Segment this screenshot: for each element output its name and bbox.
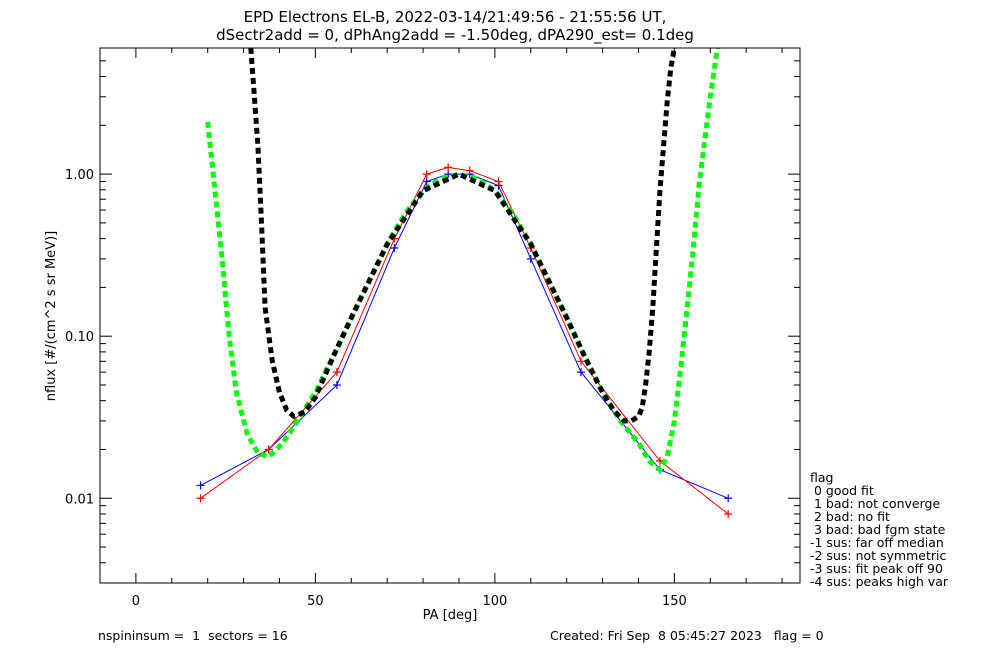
legend-title: flag (810, 470, 833, 485)
axis-layer: 0 50 100 150 0.01 0.10 1.00 (65, 47, 800, 609)
chart-title: EPD Electrons EL-B, 2022-03-14/21:49:56 … (244, 8, 667, 26)
data-point (332, 368, 341, 377)
data-point (332, 380, 341, 389)
data-point (465, 166, 474, 175)
data-point (577, 368, 586, 377)
legend-entry: 2 bad: no fit (810, 509, 890, 524)
data-point (196, 494, 205, 503)
data-point (444, 163, 453, 172)
data-point (196, 481, 205, 490)
data-point (390, 244, 399, 253)
plot-frame (99, 47, 801, 584)
legend: flag 0 good fit 1 bad: not converge 2 ba… (810, 470, 949, 589)
y-tick-label: 0.10 (65, 330, 94, 345)
data-layer (196, 48, 733, 518)
x-tick-label: 0 (132, 594, 140, 609)
y-tick-label: 1.00 (65, 168, 94, 183)
legend-entry: -2 sus: not symmetric (810, 548, 946, 563)
legend-entry: 0 good fit (810, 483, 874, 498)
x-tick-label: 100 (482, 594, 507, 609)
data-point (526, 254, 535, 263)
legend-entry: -3 sus: fit peak off 90 (810, 561, 943, 576)
y-axis-label: nflux [#/(cm^2 s sr MeV)] (44, 231, 59, 401)
footer-left: nspininsum = 1 sectors = 16 (98, 628, 288, 643)
x-tick-label: 50 (307, 594, 324, 609)
data-point (724, 494, 733, 503)
x-tick-label: 150 (662, 594, 687, 609)
series-line-0 (200, 173, 729, 499)
chart-subtitle: dSectr2add = 0, dPhAng2add = -1.50deg, d… (216, 26, 694, 45)
legend-entry: -4 sus: peaks high var (810, 574, 949, 589)
data-point (422, 170, 431, 179)
legend-entry: 3 bad: bad fgm state (810, 522, 946, 537)
data-point (494, 177, 503, 186)
footer-right: Created: Fri Sep 8 05:45:27 2023 flag = … (550, 628, 824, 643)
x-axis-label: PA [deg] (423, 608, 478, 623)
legend-entry: 1 bad: not converge (810, 496, 940, 511)
data-point (724, 509, 733, 518)
data-point (264, 445, 273, 454)
series-line-3 (248, 48, 677, 424)
legend-entry: -1 sus: far off median (810, 535, 944, 550)
data-point (577, 357, 586, 366)
y-tick-label: 0.01 (65, 492, 94, 507)
data-point (422, 177, 431, 186)
data-point (444, 170, 453, 179)
